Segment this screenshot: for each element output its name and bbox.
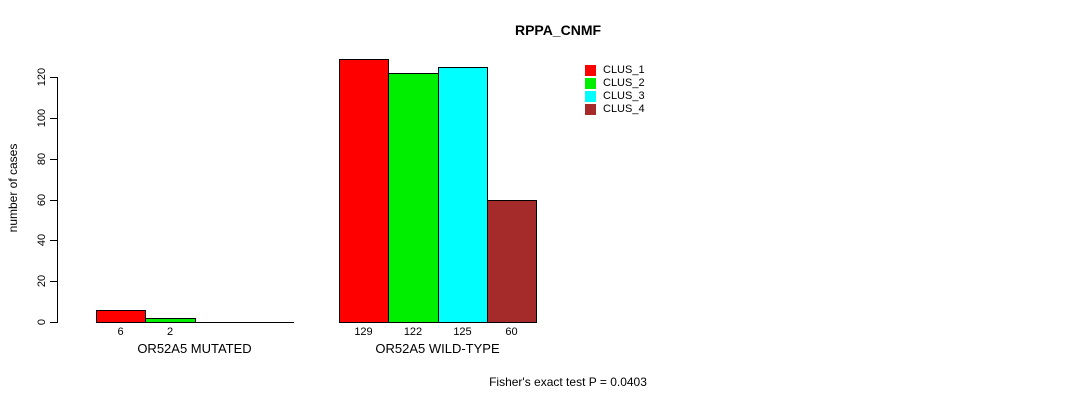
y-axis-label: number of cases	[6, 143, 20, 233]
y-tick-label: 100	[36, 108, 48, 128]
y-tick-mark	[50, 281, 57, 282]
y-tick-mark	[50, 77, 57, 78]
bar-value-label: 6	[117, 326, 124, 338]
group-label: OR52A5 MUTATED	[137, 341, 252, 356]
y-tick-label: 0	[36, 318, 48, 326]
legend-label: CLUS_4	[603, 103, 645, 115]
bar-value-label: 60	[505, 326, 518, 338]
bar-value-label: 122	[403, 326, 423, 338]
legend-swatch-icon	[585, 78, 596, 89]
chart-title: RPPA_CNMF	[514, 22, 602, 38]
y-tick-label: 120	[36, 67, 48, 87]
legend-item: CLUS_3	[585, 90, 645, 103]
legend-swatch-icon	[585, 65, 596, 76]
bar	[339, 59, 389, 323]
legend-swatch-icon	[585, 91, 596, 102]
legend-item: CLUS_2	[585, 77, 645, 90]
bar	[96, 310, 146, 323]
y-axis-line	[57, 77, 58, 323]
legend-swatch-icon	[585, 104, 596, 115]
legend-item: CLUS_4	[585, 103, 645, 116]
y-tick-label: 80	[36, 152, 48, 166]
y-tick-label: 40	[36, 233, 48, 247]
bar	[438, 67, 488, 323]
y-tick-mark	[50, 240, 57, 241]
legend-item: CLUS_1	[585, 64, 645, 77]
bar	[145, 318, 196, 323]
bar-value-label: 129	[354, 326, 373, 338]
legend-label: CLUS_2	[603, 77, 645, 89]
y-tick-mark	[50, 159, 57, 160]
stat-annotation: Fisher's exact test P = 0.0403	[489, 375, 647, 389]
y-tick-mark	[50, 200, 57, 201]
legend-label: CLUS_1	[603, 64, 645, 76]
legend: CLUS_1 CLUS_2 CLUS_3 CLUS_4	[585, 64, 645, 116]
bar-value-label: 125	[453, 326, 472, 338]
bar-value-label: 2	[166, 326, 174, 338]
y-tick-mark	[50, 118, 57, 119]
y-tick-label: 60	[36, 193, 48, 207]
y-tick-mark	[50, 322, 57, 323]
group-label: OR52A5 WILD-TYPE	[375, 341, 500, 356]
legend-label: CLUS_3	[603, 90, 645, 102]
bar	[388, 73, 439, 323]
bar	[487, 200, 537, 323]
y-tick-label: 20	[36, 274, 48, 288]
